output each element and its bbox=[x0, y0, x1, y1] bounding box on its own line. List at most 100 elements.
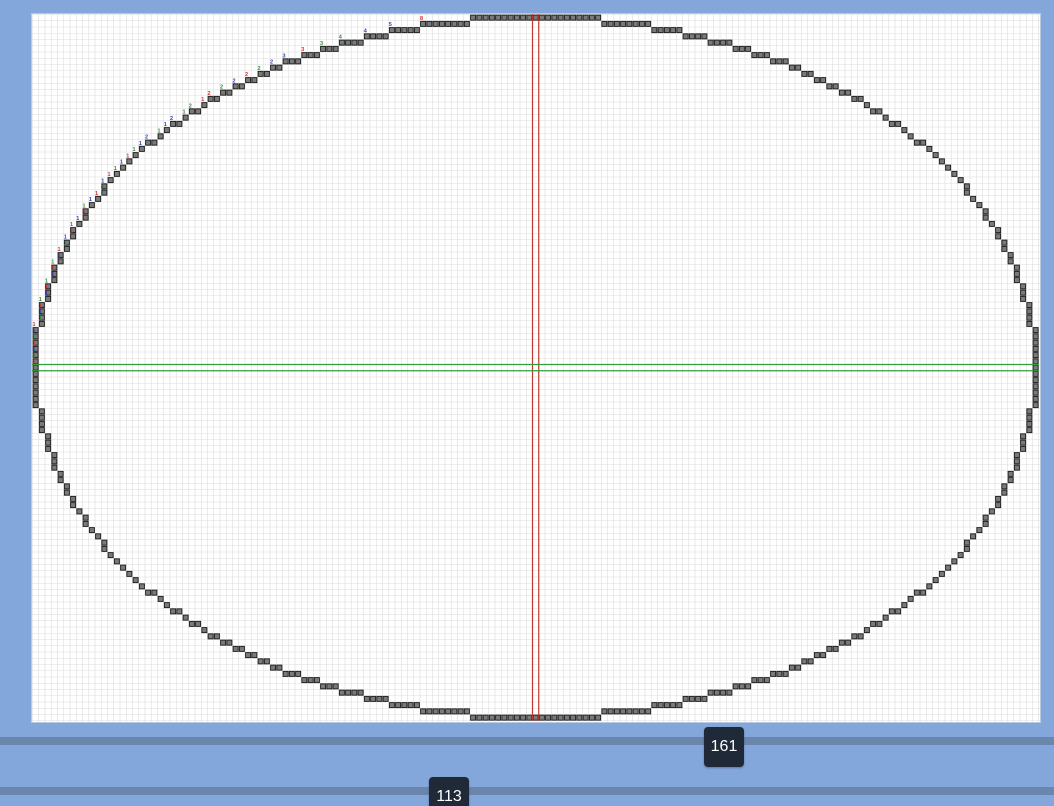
ellipse-block bbox=[401, 27, 408, 34]
ellipse-block bbox=[826, 645, 833, 652]
run-length-label: 3 bbox=[283, 53, 286, 59]
ellipse-block bbox=[32, 352, 39, 359]
ellipse-block bbox=[695, 33, 702, 40]
run-length-label: 8 bbox=[420, 16, 423, 22]
ellipse-block bbox=[1020, 445, 1027, 452]
ellipse-block bbox=[582, 14, 589, 21]
ellipse-block bbox=[32, 364, 39, 371]
width-slider-thumb[interactable]: 161 bbox=[704, 727, 744, 767]
ellipse-block bbox=[338, 39, 345, 46]
ellipse-block bbox=[32, 383, 39, 390]
ellipse-block bbox=[138, 145, 145, 152]
ellipse-block bbox=[70, 227, 77, 234]
ellipse-block bbox=[382, 695, 389, 702]
run-length-label: 1 bbox=[83, 210, 86, 216]
run-length-label: 1 bbox=[33, 335, 36, 341]
ellipse-block bbox=[207, 633, 214, 640]
ellipse-block bbox=[201, 102, 208, 109]
ellipse-block bbox=[70, 233, 77, 240]
ellipse-block bbox=[576, 14, 583, 21]
ellipse-block bbox=[445, 708, 452, 715]
ellipse-block bbox=[526, 714, 533, 721]
ellipse-block bbox=[851, 633, 858, 640]
ellipse-block bbox=[763, 677, 770, 684]
ellipse-block bbox=[751, 52, 758, 59]
run-length-label: 1 bbox=[120, 160, 123, 166]
ellipse-block bbox=[832, 83, 839, 90]
ellipse-block bbox=[1026, 408, 1033, 415]
width-slider-track[interactable] bbox=[0, 737, 1054, 745]
ellipse-block bbox=[332, 45, 339, 52]
ellipse-block bbox=[1032, 370, 1039, 377]
ellipse-block bbox=[745, 45, 752, 52]
ellipse-block bbox=[82, 214, 89, 221]
run-length-label: 4 bbox=[364, 28, 368, 34]
ellipse-block bbox=[876, 108, 883, 115]
ellipse-block bbox=[963, 539, 970, 546]
run-length-label: 1 bbox=[114, 166, 117, 172]
ellipse-block bbox=[545, 714, 552, 721]
ellipse-block bbox=[132, 152, 139, 159]
ellipse-block bbox=[888, 608, 895, 615]
ellipse-block bbox=[420, 20, 427, 27]
height-slider[interactable]: 113 bbox=[0, 777, 1054, 806]
ellipse-block bbox=[957, 552, 964, 559]
ellipse-block bbox=[351, 39, 358, 46]
height-slider-track[interactable] bbox=[0, 787, 1054, 795]
ellipse-block bbox=[995, 227, 1002, 234]
ellipse-block bbox=[176, 608, 183, 615]
ellipse-block bbox=[38, 314, 45, 321]
ellipse-block bbox=[738, 45, 745, 52]
ellipse-block bbox=[626, 20, 633, 27]
ellipse-block bbox=[1032, 339, 1039, 346]
ellipse-block bbox=[663, 27, 670, 34]
ellipse-block bbox=[307, 52, 314, 59]
ellipse-block bbox=[145, 589, 152, 596]
ellipse-block bbox=[176, 120, 183, 127]
ellipse-block bbox=[51, 464, 58, 471]
run-length-label: 1 bbox=[70, 228, 73, 234]
ellipse-block bbox=[45, 439, 52, 446]
run-length-label: 1 bbox=[76, 216, 79, 222]
ellipse-block bbox=[226, 639, 233, 646]
ellipse-block bbox=[757, 677, 764, 684]
ellipse-block bbox=[38, 320, 45, 327]
ellipse-block bbox=[45, 295, 52, 302]
ellipse-block bbox=[295, 58, 302, 65]
ellipse-block bbox=[1020, 433, 1027, 440]
width-slider[interactable]: 161 bbox=[0, 727, 1054, 767]
ellipse-block bbox=[1026, 308, 1033, 315]
ellipse-block bbox=[851, 95, 858, 102]
ellipse-block bbox=[738, 683, 745, 690]
ellipse-block bbox=[1032, 327, 1039, 334]
ellipse-blocks bbox=[32, 14, 1039, 721]
ellipse-block bbox=[701, 695, 708, 702]
ellipse-block bbox=[495, 14, 502, 21]
ellipse-block bbox=[701, 33, 708, 40]
ellipse-block bbox=[557, 14, 564, 21]
ellipse-block bbox=[838, 639, 845, 646]
ellipse-block bbox=[326, 45, 333, 52]
ellipse-block bbox=[551, 714, 558, 721]
ellipse-block bbox=[51, 458, 58, 465]
ellipse-block bbox=[407, 27, 414, 34]
ellipse-block bbox=[145, 139, 152, 146]
ellipse-block bbox=[76, 220, 83, 227]
ellipse-block bbox=[901, 602, 908, 609]
ellipse-block bbox=[1001, 489, 1008, 496]
ellipse-block bbox=[313, 677, 320, 684]
ellipse-block bbox=[245, 77, 252, 84]
pixel-ellipse-grid: 1185443332222221212112111111111111111111… bbox=[32, 14, 1040, 722]
ellipse-block bbox=[963, 545, 970, 552]
ellipse-block bbox=[995, 502, 1002, 509]
ellipse-block bbox=[420, 708, 427, 715]
ellipse-block bbox=[163, 127, 170, 134]
ellipse-block bbox=[257, 70, 264, 77]
ellipse-block bbox=[38, 414, 45, 421]
ellipse-block bbox=[907, 595, 914, 602]
ellipse-block bbox=[263, 70, 270, 77]
height-slider-thumb[interactable]: 113 bbox=[429, 777, 469, 806]
ellipse-block bbox=[607, 708, 614, 715]
ellipse-canvas: 1185443332222221212112111111111111111111… bbox=[31, 13, 1041, 723]
ellipse-block bbox=[863, 102, 870, 109]
